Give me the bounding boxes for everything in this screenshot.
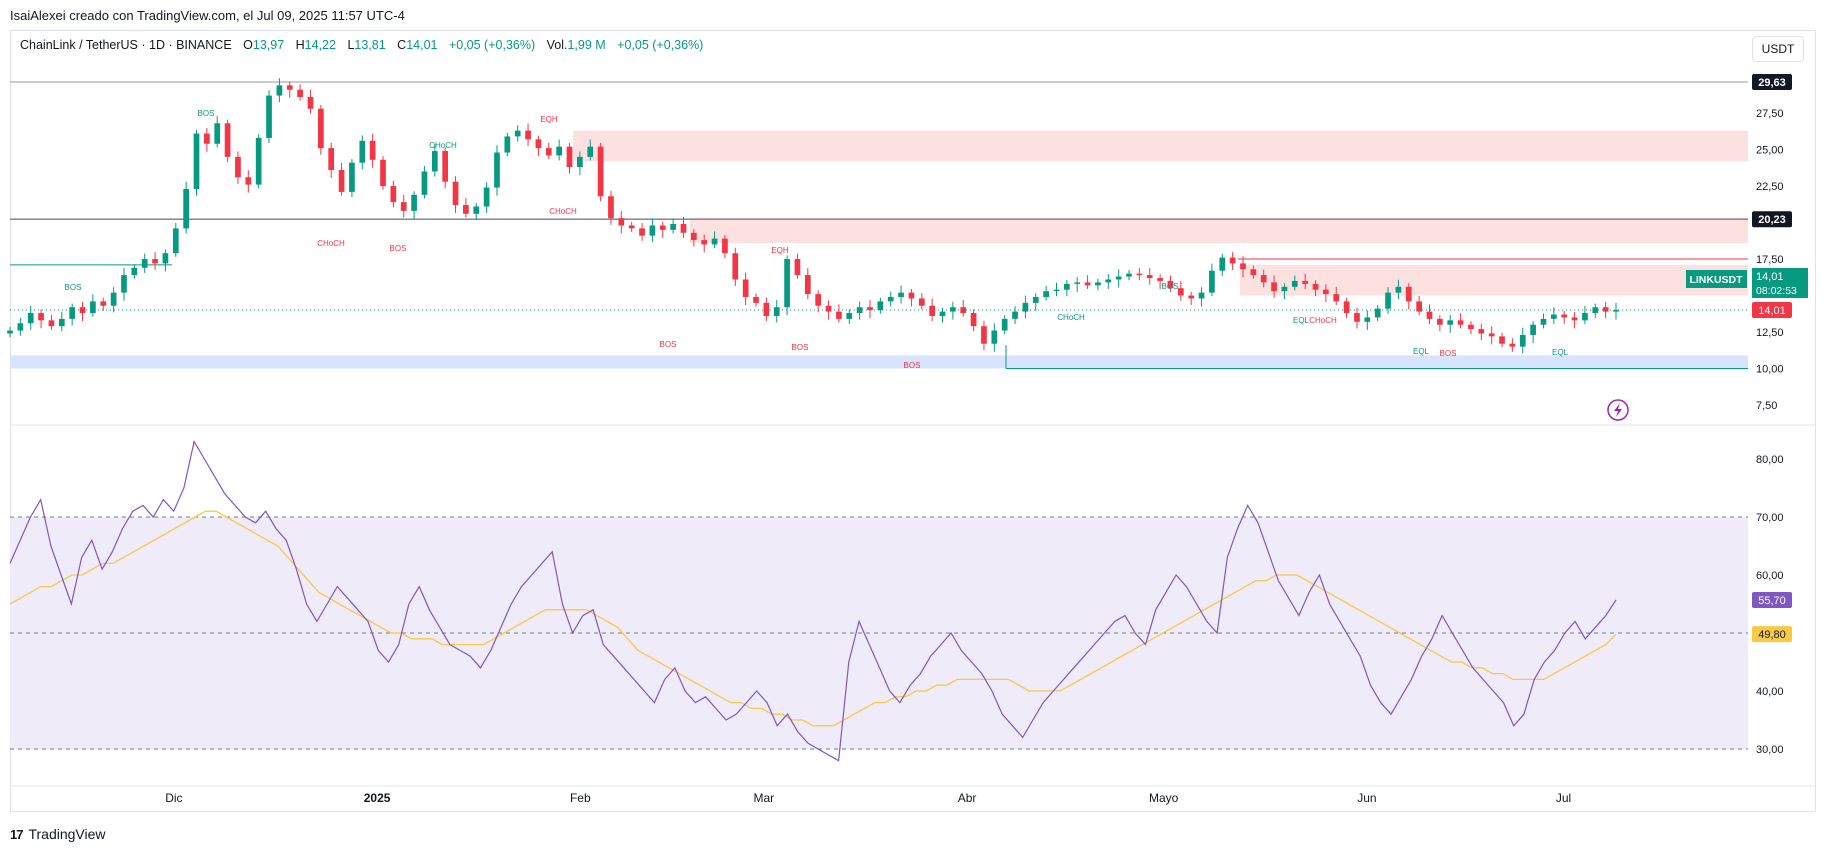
tradingview-logo-icon: 17 xyxy=(10,826,24,842)
high-label: H xyxy=(295,38,305,52)
close-label: C xyxy=(397,38,407,52)
low-label: L xyxy=(347,38,355,52)
footer-brand[interactable]: TradingView xyxy=(28,826,106,842)
close-value: 14,01 xyxy=(406,38,438,52)
open-label: O xyxy=(243,38,253,52)
footer: 17 TradingView xyxy=(10,826,106,842)
symbol-title[interactable]: ChainLink / TetherUS · 1D · BINANCE xyxy=(20,38,232,52)
high-value: 14,22 xyxy=(304,38,336,52)
ohlc-legend: ChainLink / TetherUS · 1D · BINANCE O13,… xyxy=(20,38,703,52)
low-value: 13,81 xyxy=(354,38,386,52)
chart-frame xyxy=(10,30,1816,812)
volume-label: Vol. xyxy=(546,38,568,52)
change-value: +0,05 (+0,36%) xyxy=(448,38,536,52)
volume-change: +0,05 (+0,36%) xyxy=(617,38,704,52)
open-value: 13,97 xyxy=(252,38,285,52)
volume-value: 1,99 M xyxy=(567,38,606,52)
chart-caption: IsaiAlexei creado con TradingView.com, e… xyxy=(10,8,405,23)
currency-button[interactable]: USDT xyxy=(1752,36,1804,62)
